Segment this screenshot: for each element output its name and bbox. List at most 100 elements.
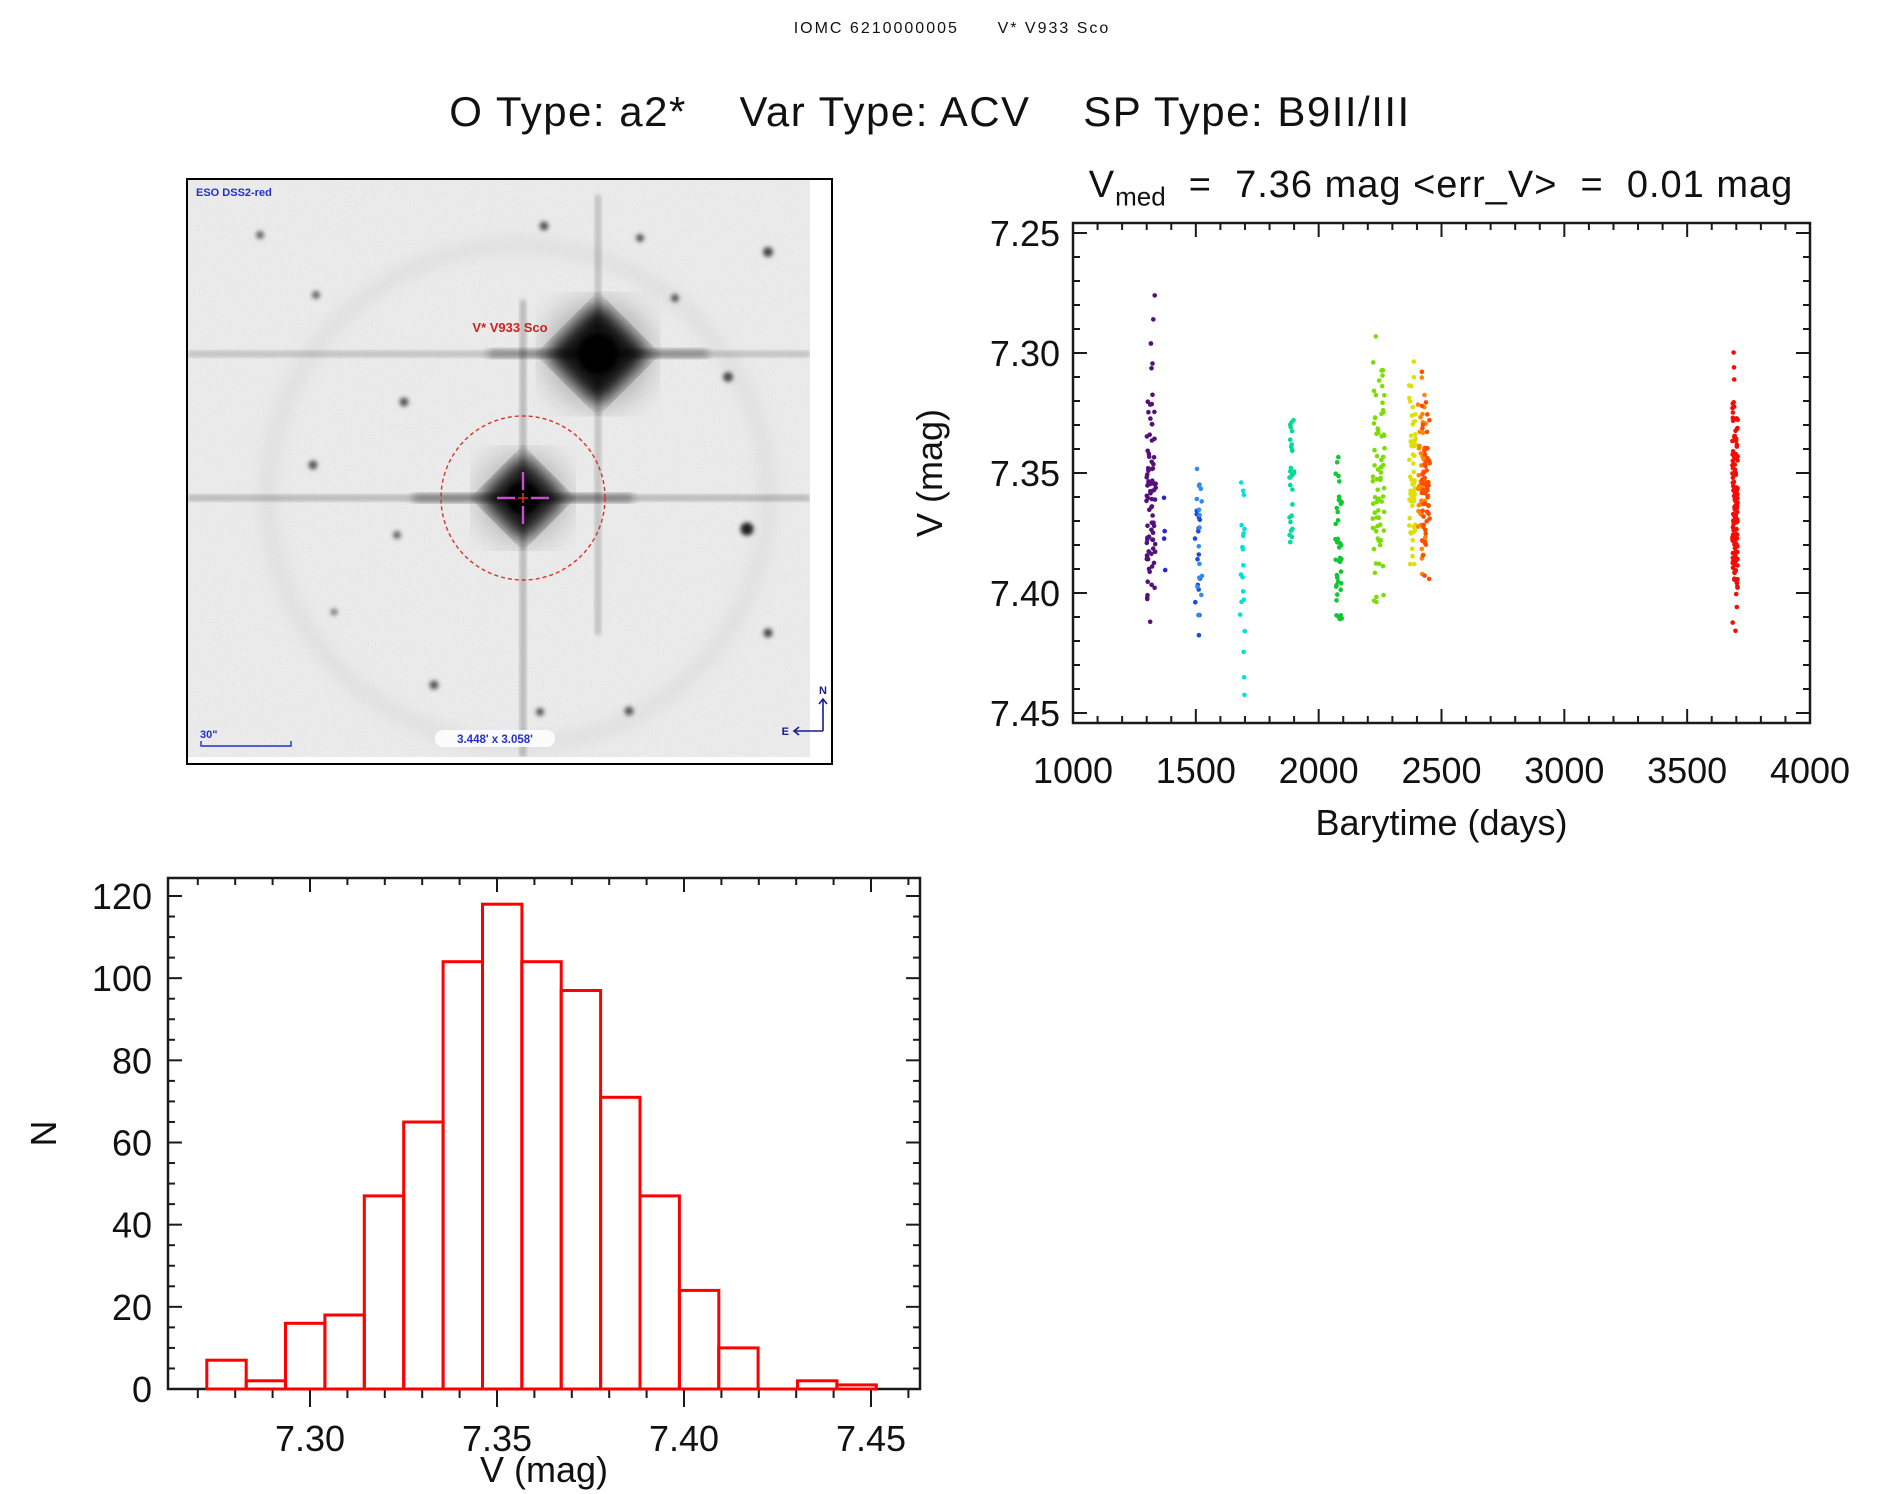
data-point bbox=[1731, 365, 1737, 370]
data-point bbox=[1289, 428, 1295, 434]
data-point bbox=[1424, 480, 1430, 485]
data-point bbox=[1409, 413, 1415, 418]
data-point bbox=[1149, 551, 1154, 557]
data-point bbox=[1241, 597, 1247, 602]
data-point bbox=[1288, 424, 1293, 430]
y-tick-label: 7.30 bbox=[990, 333, 1060, 374]
data-point bbox=[1733, 556, 1738, 561]
data-point bbox=[1421, 514, 1426, 519]
data-point bbox=[1732, 570, 1737, 576]
data-point bbox=[1372, 495, 1378, 500]
data-point bbox=[1735, 563, 1740, 568]
data-point bbox=[1410, 452, 1416, 457]
data-point bbox=[1194, 466, 1200, 472]
scatter-title-sub: med bbox=[1115, 181, 1166, 212]
data-point bbox=[1334, 572, 1340, 578]
data-point bbox=[1731, 404, 1737, 409]
data-point bbox=[1420, 425, 1425, 431]
data-point bbox=[1422, 501, 1428, 507]
data-point bbox=[1733, 485, 1739, 491]
data-point bbox=[1337, 498, 1343, 503]
data-point bbox=[1372, 447, 1377, 453]
x-tick-label: 4000 bbox=[1770, 750, 1850, 791]
data-point bbox=[1146, 451, 1152, 457]
data-point bbox=[1376, 508, 1381, 513]
data-point bbox=[1376, 378, 1382, 383]
data-point bbox=[1372, 463, 1377, 468]
data-point bbox=[1417, 443, 1422, 449]
data-point bbox=[1336, 545, 1342, 550]
star-field-photo: ESO DSS2-red V* V933 Sco 30" 3.448' x 3.… bbox=[188, 180, 810, 757]
data-point bbox=[1241, 492, 1247, 498]
data-point bbox=[1408, 433, 1414, 439]
data-point bbox=[1730, 471, 1735, 476]
data-point bbox=[1411, 561, 1417, 567]
histogram-bar bbox=[402, 1120, 445, 1391]
data-point bbox=[1410, 404, 1416, 410]
data-point bbox=[1377, 522, 1383, 527]
data-point bbox=[1375, 498, 1381, 503]
data-point bbox=[1380, 494, 1386, 499]
data-point bbox=[1427, 417, 1432, 423]
data-point bbox=[1149, 438, 1155, 443]
data-point bbox=[1151, 461, 1156, 467]
data-point bbox=[1732, 507, 1738, 512]
data-point bbox=[1423, 400, 1429, 405]
data-point bbox=[1422, 539, 1427, 545]
data-point bbox=[1145, 537, 1150, 542]
data-point bbox=[1151, 455, 1157, 460]
data-point bbox=[1380, 563, 1386, 569]
data-point bbox=[1733, 591, 1739, 597]
data-point bbox=[1196, 507, 1202, 513]
data-point bbox=[1287, 475, 1292, 480]
data-point bbox=[1378, 475, 1383, 481]
data-point bbox=[1152, 409, 1157, 415]
data-point bbox=[1379, 499, 1384, 504]
data-point bbox=[1378, 538, 1384, 543]
histogram-bar bbox=[599, 1095, 642, 1391]
data-point bbox=[1375, 467, 1381, 472]
data-point bbox=[1731, 479, 1737, 485]
data-point bbox=[1334, 592, 1340, 597]
data-point bbox=[1147, 569, 1152, 575]
axis-ticks bbox=[1072, 223, 1811, 723]
data-point bbox=[1419, 403, 1425, 409]
lightcurve-points bbox=[1144, 293, 1740, 698]
data-point bbox=[1730, 475, 1736, 481]
data-point bbox=[1381, 592, 1386, 598]
scatter-title: Vmed = 7.36 mag <err_V> = 0.01 mag bbox=[1089, 164, 1794, 213]
data-point bbox=[1424, 468, 1429, 473]
data-point bbox=[1424, 519, 1429, 524]
data-point bbox=[1731, 377, 1737, 382]
data-point bbox=[1735, 425, 1740, 431]
data-point bbox=[1288, 528, 1294, 533]
histogram-bars bbox=[205, 902, 878, 1391]
data-point bbox=[1420, 472, 1425, 477]
data-point bbox=[1335, 518, 1341, 523]
data-point bbox=[1422, 490, 1428, 496]
histogram-bar bbox=[835, 1383, 878, 1391]
data-point bbox=[1424, 429, 1430, 435]
data-point bbox=[1337, 479, 1342, 484]
data-point bbox=[1371, 526, 1376, 531]
data-point bbox=[1197, 575, 1202, 580]
data-point bbox=[1370, 516, 1376, 521]
data-point bbox=[1412, 419, 1418, 424]
data-point bbox=[1237, 612, 1243, 617]
x-tick-label: 3000 bbox=[1524, 750, 1604, 791]
data-point bbox=[1381, 509, 1387, 515]
y-tick-label: 7.40 bbox=[990, 573, 1060, 614]
data-point bbox=[1373, 334, 1379, 339]
data-point bbox=[1411, 524, 1416, 530]
data-point bbox=[1153, 485, 1158, 491]
data-point bbox=[1337, 555, 1343, 561]
histogram-bar bbox=[796, 1379, 839, 1391]
data-point bbox=[1412, 437, 1417, 443]
data-point bbox=[1422, 462, 1427, 468]
data-point bbox=[1196, 552, 1202, 557]
data-point bbox=[1149, 582, 1154, 588]
data-point bbox=[1152, 541, 1158, 547]
x-tick-label: 1500 bbox=[1156, 750, 1236, 791]
data-point bbox=[1149, 422, 1155, 427]
